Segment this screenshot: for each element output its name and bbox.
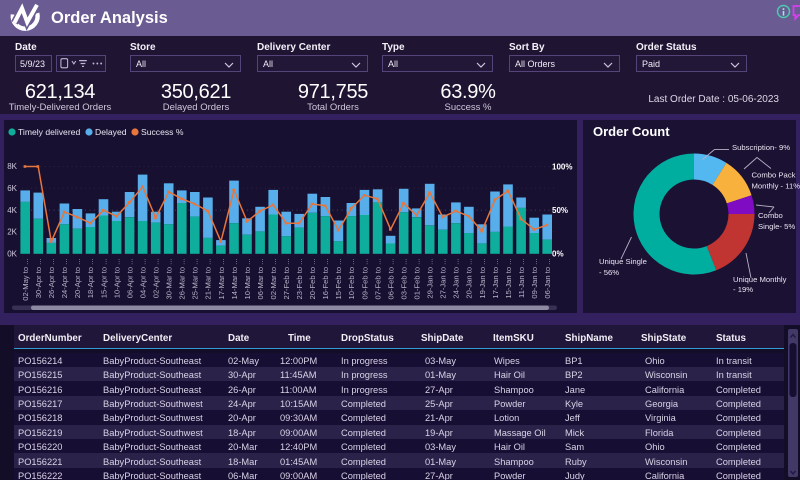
svg-text:- 19%: - 19% (733, 285, 753, 294)
svg-text:17-Mar to ...: 17-Mar to ... (217, 259, 226, 300)
svg-text:Subscription- 9%: Subscription- 9% (732, 143, 790, 152)
svg-text:09-Jan to ...: 09-Jan to ... (530, 259, 539, 299)
svg-text:15-Apr to ...: 15-Apr to ... (99, 259, 108, 299)
svg-text:10-Feb to ...: 10-Feb to ... (347, 259, 356, 300)
svg-text:Order Count: Order Count (593, 124, 670, 139)
svg-text:30-Mar to ...: 30-Mar to ... (165, 259, 174, 300)
svg-text:Unique Single: Unique Single (599, 257, 647, 266)
svg-text:24-Apr to ...: 24-Apr to ... (60, 259, 69, 299)
svg-text:19-Jan to ...: 19-Jan to ... (478, 259, 487, 299)
svg-text:0%: 0% (552, 250, 564, 259)
svg-text:17-Jan to ...: 17-Jan to ... (491, 259, 500, 299)
svg-text:04-Apr to ...: 04-Apr to ... (139, 259, 148, 299)
svg-text:21-Mar to ...: 21-Mar to ... (204, 259, 213, 300)
svg-text:15-Feb to ...: 15-Feb to ... (334, 259, 343, 300)
svg-text:Timely delivered: Timely delivered (18, 127, 80, 137)
svg-text:26-Apr to ...: 26-Apr to ... (47, 259, 56, 299)
svg-text:25-Mar to ...: 25-Mar to ... (191, 259, 200, 300)
svg-text:01-Feb to ...: 01-Feb to ... (413, 259, 422, 300)
svg-text:Combo: Combo (758, 211, 783, 220)
svg-text:0K: 0K (7, 250, 17, 259)
svg-text:Single- 5%: Single- 5% (758, 222, 795, 231)
svg-text:09-Feb to ...: 09-Feb to ... (360, 259, 369, 300)
svg-text:30-Apr to ...: 30-Apr to ... (34, 259, 43, 299)
svg-text:100%: 100% (552, 162, 572, 171)
svg-text:02-Mar to ...: 02-Mar to ... (269, 259, 278, 300)
svg-text:20-Feb to ...: 20-Feb to ... (308, 259, 317, 300)
svg-text:Combo Pack: Combo Pack (752, 171, 796, 180)
svg-text:29-Jan to ...: 29-Jan to ... (426, 259, 435, 299)
svg-text:6K: 6K (7, 184, 17, 193)
svg-text:02-May to ...: 02-May to ... (21, 259, 30, 301)
svg-text:20-Jan to ...: 20-Jan to ... (465, 259, 474, 299)
svg-text:- 56%: - 56% (599, 268, 619, 277)
svg-text:Delayed: Delayed (95, 127, 127, 137)
svg-text:03-Feb to ...: 03-Feb to ... (400, 259, 409, 300)
svg-text:02-Apr to ...: 02-Apr to ... (152, 259, 161, 299)
svg-text:2K: 2K (7, 228, 17, 237)
svg-text:8K: 8K (7, 162, 17, 171)
svg-text:Monthly - 11%: Monthly - 11% (752, 182, 800, 191)
svg-text:06-Feb to ...: 06-Feb to ... (386, 259, 395, 300)
svg-text:27-Feb to ...: 27-Feb to ... (282, 259, 291, 300)
svg-text:50%: 50% (552, 206, 568, 215)
svg-text:11-Jan to ...: 11-Jan to ... (517, 259, 526, 299)
svg-text:06-Mar to ...: 06-Mar to ... (256, 259, 265, 300)
svg-text:Unique Monthly: Unique Monthly (733, 275, 787, 284)
svg-text:10-Mar to ...: 10-Mar to ... (243, 259, 252, 300)
svg-text:23-Feb to ...: 23-Feb to ... (295, 259, 304, 300)
svg-text:20-Apr to ...: 20-Apr to ... (73, 259, 82, 299)
svg-text:14-Mar to ...: 14-Mar to ... (230, 259, 239, 300)
svg-text:10-Apr to ...: 10-Apr to ... (112, 259, 121, 299)
svg-text:4K: 4K (7, 206, 17, 215)
svg-text:06-Jan to ...: 06-Jan to ... (543, 259, 552, 299)
svg-text:27-Jan to ...: 27-Jan to ... (439, 259, 448, 299)
svg-text:06-Apr to ...: 06-Apr to ... (125, 259, 134, 299)
svg-text:15-Jan to ...: 15-Jan to ... (504, 259, 513, 299)
svg-text:26-Mar to ...: 26-Mar to ... (178, 259, 187, 300)
svg-text:07-Feb to ...: 07-Feb to ... (373, 259, 382, 300)
svg-text:18-Apr to ...: 18-Apr to ... (86, 259, 95, 299)
svg-text:Success %: Success % (141, 127, 184, 137)
svg-text:24-Jan to ...: 24-Jan to ... (452, 259, 461, 299)
svg-text:16-Feb to ...: 16-Feb to ... (321, 259, 330, 300)
